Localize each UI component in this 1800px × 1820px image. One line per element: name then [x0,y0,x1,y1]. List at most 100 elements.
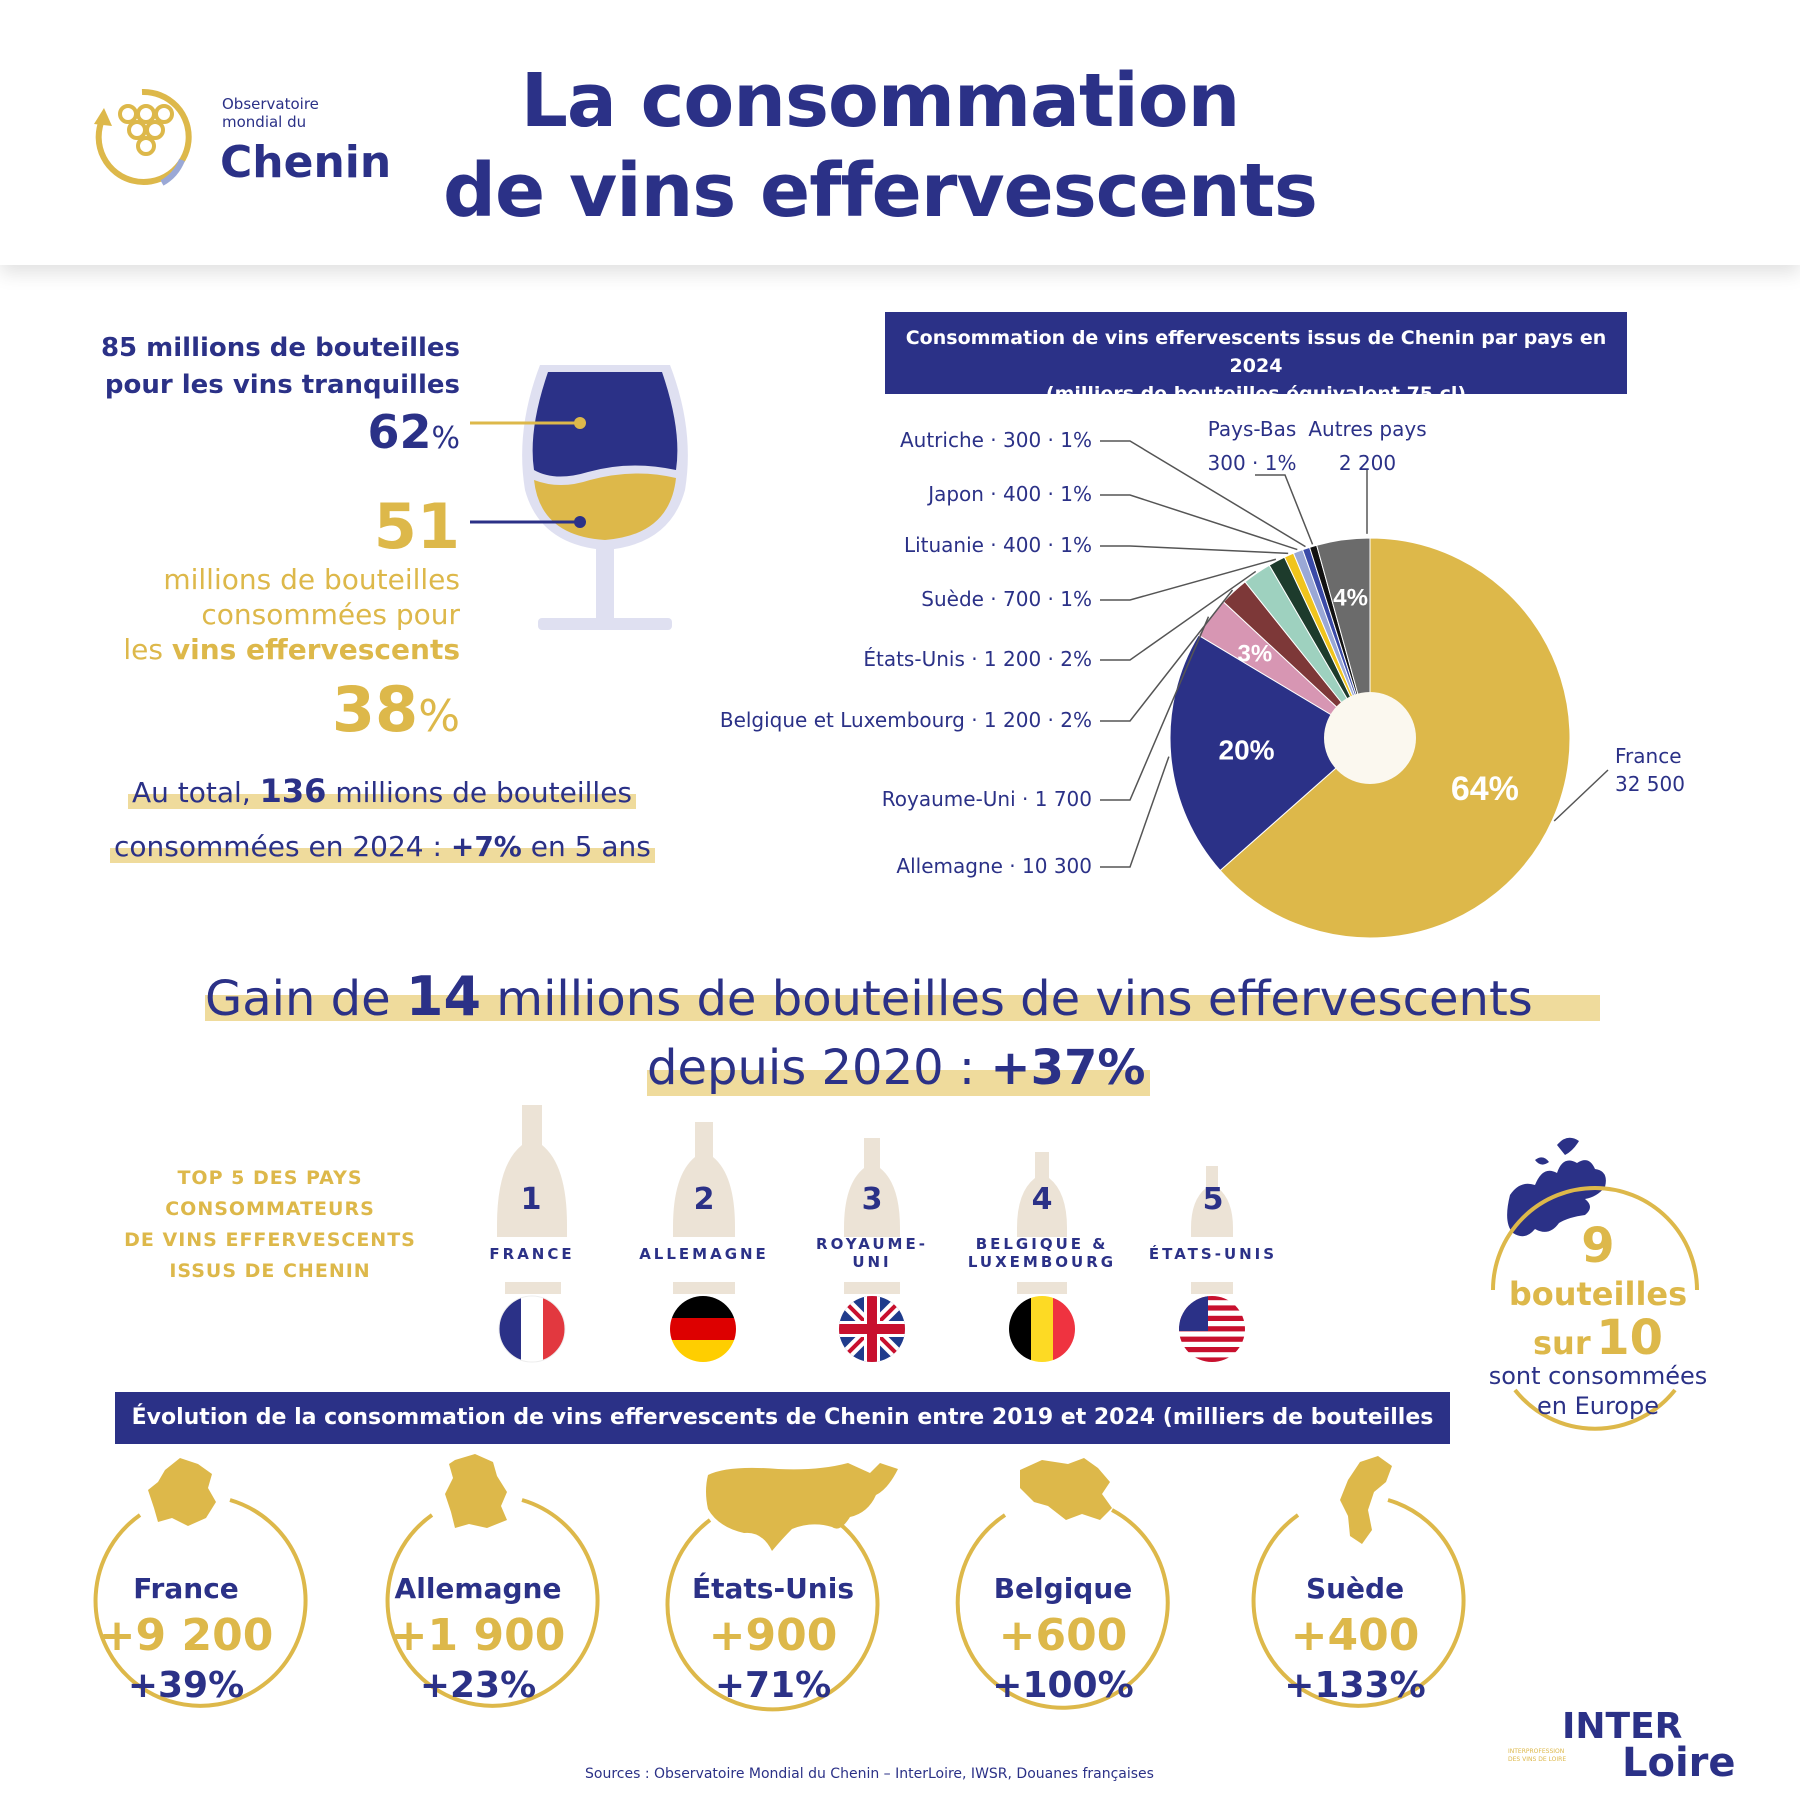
evolution-name-allemagne: Allemagne [394,1572,562,1605]
evolution-value-allemagne: +1 900 [390,1610,566,1661]
top5-country-2: ALLEMAGNE [639,1245,769,1263]
belgium-flag-icon [1009,1296,1075,1362]
sparkling-line2: consommées pour [201,598,460,631]
pie-leader-line [1100,558,1277,601]
top5-rank-4: 4 [1031,1182,1053,1217]
evolution-value-belgique: +600 [998,1610,1128,1661]
uk-flag-icon [839,1296,905,1362]
top5-country-4: BELGIQUE & LUXEMBOURG [967,1235,1117,1271]
still-wines-percent: 62% [367,405,460,459]
pie-leader-line [1100,616,1210,801]
evolution-pct-suede: +133% [1284,1665,1426,1706]
top5-country-3: ROYAUME- UNI [816,1235,928,1271]
evolution-value-france: +9 200 [98,1610,274,1661]
europe-bottles: bouteilles [1508,1275,1688,1313]
pie-label-japon: Japon · 400 · 1% [928,482,1092,506]
sparkling-percent: 38% [331,673,460,746]
chenin-logo-icon [94,88,192,186]
evolution-header: Évolution de la consommation de vins eff… [115,1392,1450,1482]
pie-pct-autres-pays: 4% [1333,584,1368,611]
evolution-name-belgique: Belgique [993,1572,1133,1605]
header-banner [0,0,1800,265]
evolution-value-suede: +400 [1290,1610,1420,1661]
europe-number: 9 [1581,1218,1615,1274]
page-title-line1: La consommation [520,58,1241,144]
top5-rank-2: 2 [693,1182,715,1217]
top5-rank-1: 1 [520,1182,542,1217]
pie-slice-autres-pays [1316,537,1371,739]
evolution-pct-allemagne: +23% [419,1665,537,1706]
logo-subtitle: Observatoire mondial du [222,95,319,131]
pie-leader-line [1553,769,1609,822]
still-wines-line1: 85 millions de bouteilles [100,333,460,363]
top5-rank-3: 3 [861,1182,883,1217]
pie-label-etats-unis: États-Unis · 1 200 · 2% [863,647,1092,671]
gain-highlight-2 [647,1070,1150,1096]
evolution-value-etats-unis: +900 [708,1610,838,1661]
pie-leader-line [1100,494,1298,551]
sweden-map-icon [1340,1456,1392,1544]
pie-label-royaume-uni: Royaume-Uni · 1 700 [881,787,1092,811]
pie-slice-allemagne [1169,634,1371,872]
pie-leader-line [1100,589,1234,722]
pie-label-autriche: Autriche · 300 · 1% [899,428,1092,452]
pie-label-autres-pays: Autres pays 2 200 [1308,417,1427,475]
pie-chart: 64% 20% 3% 4% [1100,440,1609,939]
evolution-name-france: France [133,1572,239,1605]
europe-line1: sont consommées [1488,1362,1708,1390]
total-line1: Au total, 136 millions de bouteilles [128,772,637,810]
pie-leader-line [1100,440,1306,548]
pie-leader-line [1100,756,1170,868]
pie-pct-france: 64% [1451,770,1519,808]
pie-leader-line [1100,570,1257,661]
interloire-logo-inter: INTER [1562,1706,1683,1747]
pie-chart-title: Consommation de vins effervescents issus… [885,312,1627,405]
still-wines-line2: pour les vins tranquilles [104,370,460,400]
evolution-pct-belgique: +100% [992,1665,1134,1706]
pie-leader-line [1255,474,1314,545]
total-line2: consommées en 2024 : +7% en 5 ans [110,830,655,863]
gain-line2: depuis 2020 : +37% [647,1040,1146,1096]
usa-flag-icon [1179,1296,1245,1362]
evolution-pct-france: +39% [127,1665,245,1706]
top5-bottles [497,1105,1233,1294]
france-flag-icon [498,1295,566,1363]
top5-rank-5: 5 [1202,1182,1224,1217]
evolution-name-suede: Suède [1305,1572,1405,1605]
pie-label-pays-bas: Pays-Bas 300 · 1% [1207,417,1297,475]
germany-map-icon [445,1454,507,1528]
evolution-name-etats-unis: États-Unis [691,1572,854,1605]
europe-map-icon [1491,1137,1699,1431]
pie-leader-line [1100,545,1289,555]
europe-ratio: sur 10 [1533,1310,1663,1366]
evolution-pct-etats-unis: +71% [714,1665,832,1706]
top5-country-1: FRANCE [489,1245,575,1263]
interloire-logo-tagline: INTERPROFESSION DES VINS DE LOIRE [1508,1748,1567,1763]
pie-label-france: France 32 500 [1615,744,1685,796]
pie-label-lituanie: Lituanie · 400 · 1% [903,533,1092,557]
pie-pct-allemagne: 20% [1219,734,1275,765]
usa-map-icon [706,1463,898,1551]
pie-pct-royaume-uni: 3% [1238,641,1273,668]
france-map-icon [148,1458,216,1526]
top5-title: TOP 5 DES PAYS CONSOMMATEURS DE VINS EFF… [124,1167,416,1282]
pie-label-allemagne: Allemagne · 10 300 [896,854,1092,878]
page-title-line2: de vins effervescents [443,148,1318,234]
logo-title: Chenin [220,137,392,188]
wine-glass-icon [470,365,688,630]
germany-flag-icon [670,1296,736,1362]
interloire-logo-loire: Loire [1622,1740,1736,1786]
sources-text: Sources : Observatoire Mondial du Chenin… [585,1766,1154,1782]
gain-line1: Gain de 14 millions de bouteilles de vin… [205,965,1533,1028]
pie-label-suede: Suède · 700 · 1% [921,587,1092,611]
pie-label-belgique: Belgique et Luxembourg · 1 200 · 2% [719,708,1092,732]
sparkling-number: 51 [373,490,460,563]
pie-center-hole [1324,692,1416,784]
europe-line2: en Europe [1536,1392,1659,1420]
belgium-map-icon [1020,1458,1112,1520]
sparkling-line1: millions de bouteilles [163,563,460,596]
sparkling-line3: les vins effervescents [123,633,460,666]
top5-country-5: ÉTATS-UNIS [1148,1245,1278,1263]
evolution-circles [93,1454,1466,1712]
gain-highlight-1 [205,995,1600,1021]
